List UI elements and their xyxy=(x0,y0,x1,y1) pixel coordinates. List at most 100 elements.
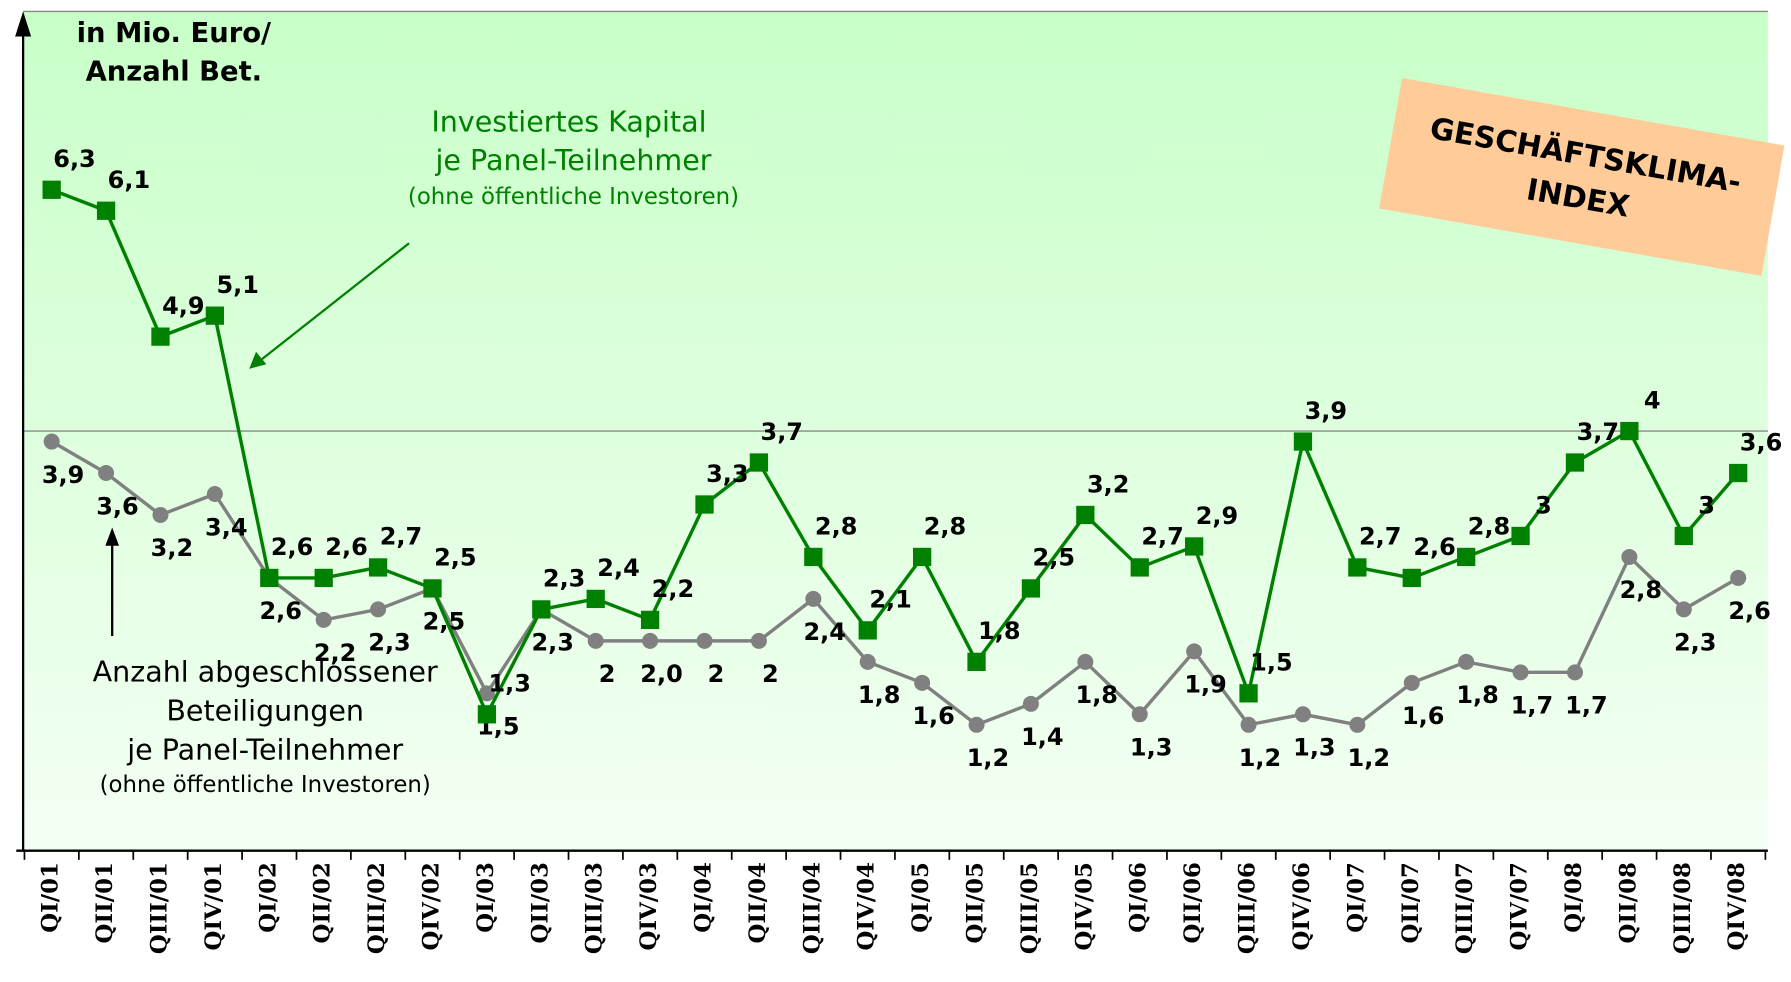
x-tick-label: QI/07 xyxy=(1343,862,1369,933)
marker xyxy=(750,632,767,649)
x-tick-label: QI/04 xyxy=(691,862,717,933)
marker xyxy=(695,495,714,514)
marker xyxy=(1076,505,1095,525)
data-label: 1,8 xyxy=(1076,681,1118,709)
marker xyxy=(314,568,333,588)
marker xyxy=(1022,695,1039,712)
marker xyxy=(1294,706,1311,723)
annotation: Beteiligungen xyxy=(166,695,364,728)
marker xyxy=(1621,548,1638,565)
data-label: 1,4 xyxy=(1021,723,1063,751)
x-tick-label: QIII/07 xyxy=(1452,862,1478,954)
x-tick-label: QIII/02 xyxy=(364,862,390,954)
annotation: Anzahl abgeschlossener xyxy=(93,656,438,689)
data-label: 3,6 xyxy=(1740,428,1782,456)
data-label: 6,3 xyxy=(53,145,95,173)
marker xyxy=(96,201,116,220)
marker xyxy=(859,653,876,670)
data-label: 2,6 xyxy=(1728,597,1770,625)
data-label: 1,5 xyxy=(1250,649,1292,677)
annotation: (ohne öffentliche Investoren) xyxy=(100,772,431,798)
marker xyxy=(1348,558,1367,577)
x-tick-label: QI/05 xyxy=(908,862,934,933)
data-label: 6,1 xyxy=(108,166,150,194)
x-tick-label: QI/01 xyxy=(38,862,64,933)
data-label: 4,9 xyxy=(162,292,204,320)
data-label: 3,9 xyxy=(42,461,84,489)
data-label: 3,3 xyxy=(706,460,748,488)
data-label: 2,4 xyxy=(597,554,639,582)
data-label: 2 xyxy=(762,660,779,688)
marker xyxy=(1185,537,1204,556)
x-tick-label: QII/01 xyxy=(92,862,118,943)
badge: GESCHÄFTSKLIMA- INDEX xyxy=(1379,78,1785,276)
x-tick-label: QIV/01 xyxy=(201,862,227,950)
x-tick-label: QIV/03 xyxy=(636,862,662,950)
marker xyxy=(42,180,61,199)
data-label: 1,8 xyxy=(978,617,1020,645)
marker xyxy=(205,306,225,325)
marker xyxy=(478,685,495,702)
data-label: 3,6 xyxy=(96,492,138,520)
marker xyxy=(1458,653,1475,670)
data-label: 1,6 xyxy=(1402,702,1444,730)
marker xyxy=(587,632,604,649)
data-label: 2,3 xyxy=(368,629,410,657)
data-label: 3,2 xyxy=(1087,470,1129,498)
x-tick-label: QII/05 xyxy=(963,862,989,943)
marker xyxy=(1674,526,1693,546)
x-tick-label: QIII/06 xyxy=(1235,862,1261,954)
data-label: 1,2 xyxy=(1239,744,1281,772)
data-label: 3,9 xyxy=(1305,397,1347,425)
marker xyxy=(858,621,877,640)
marker xyxy=(967,652,986,671)
data-label: 2,0 xyxy=(640,660,682,688)
data-label: 3,4 xyxy=(205,513,247,541)
marker xyxy=(1620,421,1639,441)
data-label: 2,6 xyxy=(325,533,367,561)
marker xyxy=(968,716,985,733)
marker xyxy=(1293,432,1313,451)
x-tick-label: QII/04 xyxy=(745,862,771,943)
marker xyxy=(804,547,823,567)
marker xyxy=(1349,716,1366,733)
data-label: 2,3 xyxy=(543,565,585,593)
marker xyxy=(1186,643,1203,660)
data-label: 2,6 xyxy=(259,597,301,625)
x-tick-label: QIII/03 xyxy=(582,862,608,954)
x-tick-label: QIV/02 xyxy=(418,862,444,950)
data-label: 2 xyxy=(599,660,616,688)
marker xyxy=(152,506,169,523)
x-tick-label: QIV/06 xyxy=(1289,862,1315,950)
marker xyxy=(1239,684,1258,703)
data-label: 1,8 xyxy=(858,681,900,709)
marker xyxy=(260,568,279,588)
x-tick-label: QIII/05 xyxy=(1017,862,1043,954)
data-label: 2 xyxy=(708,660,725,688)
data-label: 4 xyxy=(1644,386,1661,414)
data-label: 5,1 xyxy=(216,271,258,299)
marker xyxy=(1457,547,1476,567)
x-tick-label: QI/03 xyxy=(473,862,499,933)
series-line xyxy=(50,440,1740,727)
data-label: 2,2 xyxy=(652,575,694,603)
data-label: 2,6 xyxy=(1413,533,1455,561)
marker xyxy=(98,465,115,482)
marker xyxy=(1021,579,1041,598)
data-label: 1,3 xyxy=(1130,734,1172,762)
data-label: 3,2 xyxy=(151,534,193,562)
x-tick-label: QII/03 xyxy=(527,862,553,943)
marker xyxy=(1130,558,1149,577)
marker xyxy=(206,486,223,502)
marker xyxy=(805,590,822,607)
marker xyxy=(640,610,660,630)
data-label: 1,9 xyxy=(1184,671,1226,699)
data-label: 2,5 xyxy=(434,544,476,572)
marker xyxy=(43,433,60,450)
data-label: 2,4 xyxy=(804,618,846,646)
marker xyxy=(423,579,442,598)
data-label: 2,1 xyxy=(869,586,911,614)
data-label: 3 xyxy=(1698,491,1715,519)
x-tick-label: QIII/08 xyxy=(1670,862,1696,954)
